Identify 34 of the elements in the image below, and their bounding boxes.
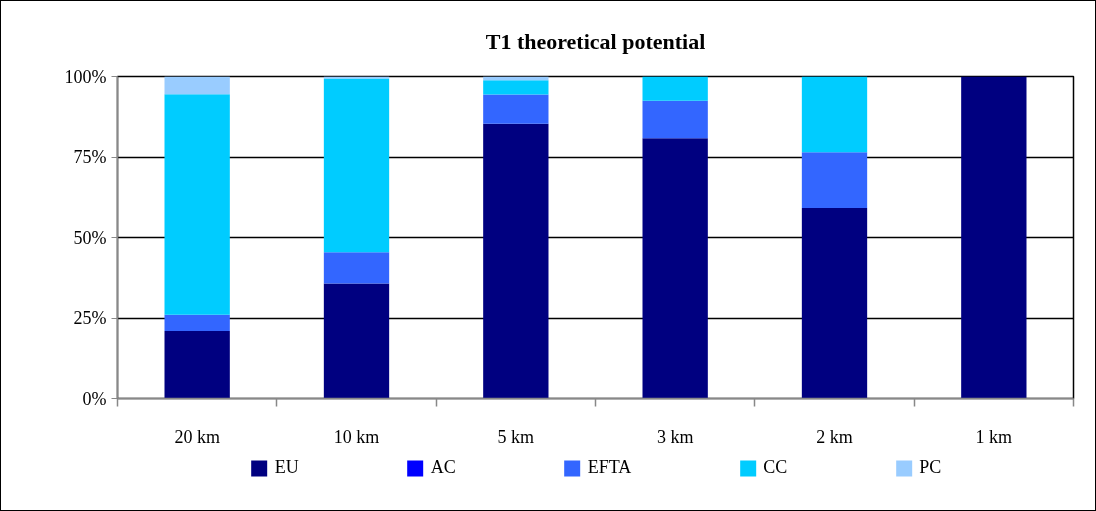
bar (801, 207, 868, 399)
bar (801, 152, 868, 208)
x-tick-label: 2 km (816, 426, 853, 447)
bar (323, 252, 390, 284)
bar (164, 76, 230, 95)
bar (483, 94, 549, 124)
bar (164, 94, 230, 315)
legend-label: EU (274, 457, 299, 478)
x-tick-label: 20 km (174, 426, 220, 447)
bar (483, 80, 549, 95)
legend-label: PC (919, 457, 942, 478)
bar (323, 283, 390, 399)
y-tick-label: 25% (73, 308, 107, 328)
bar (642, 76, 708, 101)
y-tick-label: 0% (82, 388, 107, 409)
bar (323, 78, 390, 253)
x-tick-label: 1 km (975, 426, 1013, 447)
bar (483, 123, 549, 399)
y-tick-label: 100% (64, 66, 107, 87)
x-tick-label: 5 km (497, 426, 535, 447)
legend-label: AC (430, 457, 456, 478)
bar (642, 100, 708, 139)
x-tick-label: 10 km (333, 426, 380, 447)
legend-label: EFTA (587, 457, 632, 478)
x-tick-label: 3 km (656, 426, 694, 447)
y-tick-label: 50% (73, 227, 107, 248)
y-tick-label: 75% (73, 147, 107, 167)
bar (642, 138, 708, 399)
bar (164, 314, 230, 331)
legend-label: CC (763, 457, 788, 478)
chart-title: T1 theoretical potential (485, 29, 706, 54)
bar (164, 330, 230, 399)
bar (801, 76, 868, 153)
bar (961, 76, 1027, 399)
